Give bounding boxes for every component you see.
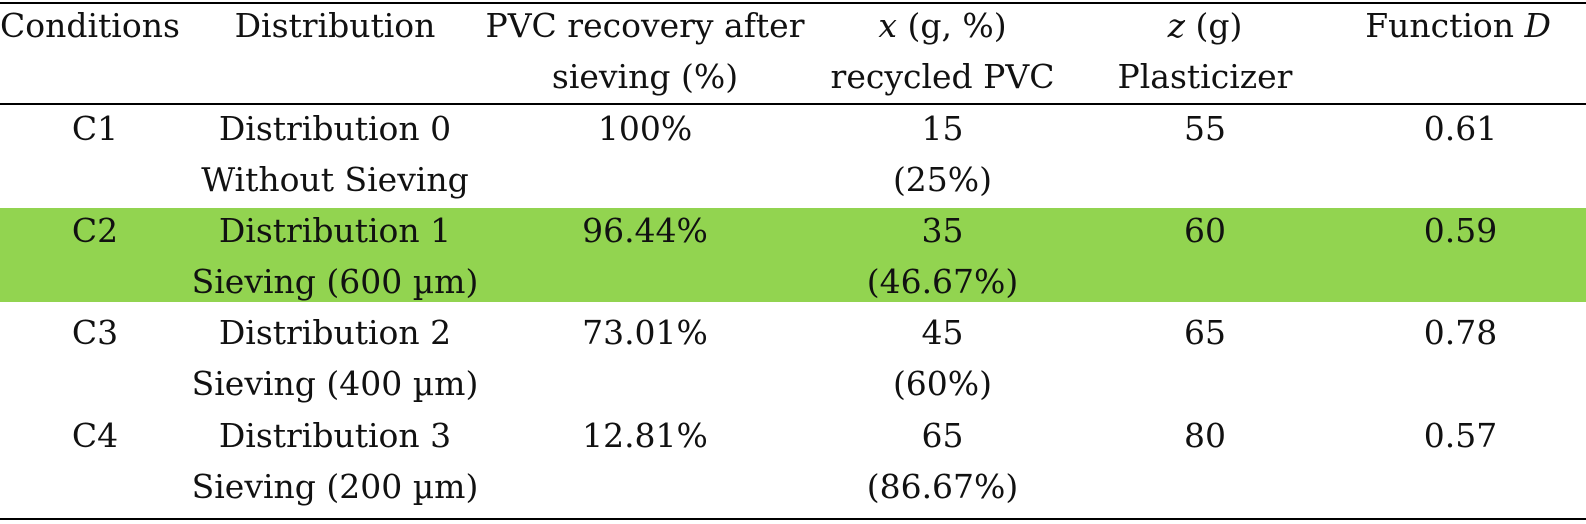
table-row-cell-d: 0.78 — [1335, 307, 1586, 358]
header-z-symbol: z — [1167, 6, 1185, 45]
header-x-line2: recycled PVC — [830, 57, 1055, 96]
distribution-line1: Distribution 3 — [218, 416, 452, 455]
header-function-text: Function — [1365, 6, 1525, 45]
header-x-rest: (g, %) — [896, 6, 1007, 45]
header-z-line1: z (g) — [1075, 0, 1335, 51]
d-value: 0.59 — [1423, 211, 1498, 250]
bottom-rule — [0, 518, 1586, 520]
header-z-rest: (g) — [1185, 6, 1243, 45]
x-value: 15 — [921, 109, 964, 148]
table-row-cell-d: 0.59 — [1335, 205, 1586, 256]
distribution-line2: Sieving (400 µm) — [191, 364, 479, 403]
table-row-cell-distribution: Distribution 2 Sieving (400 µm) — [190, 307, 480, 409]
header-conditions-text: Conditions — [0, 6, 180, 45]
header-x: x (g, %) recycled PVC — [810, 0, 1075, 102]
table-row-cell-condition: C3 — [0, 307, 190, 358]
condition-value: C1 — [71, 109, 119, 148]
table-row-cell-pvc: 100% — [480, 103, 810, 154]
pvc-value: 73.01% — [582, 313, 708, 352]
x-percent: (25%) — [892, 160, 993, 199]
header-function-symbol: D — [1524, 6, 1551, 45]
header-function-d: Function D — [1335, 0, 1551, 51]
condition-value: C4 — [71, 416, 119, 455]
z-value: 80 — [1184, 416, 1226, 455]
x-value: 35 — [921, 211, 964, 250]
x-percent: (86.67%) — [866, 467, 1019, 506]
header-pvc-line2: sieving (%) — [551, 57, 739, 96]
d-value: 0.61 — [1423, 109, 1498, 148]
header-x-symbol: x — [878, 6, 897, 45]
header-distribution: Distribution — [190, 0, 480, 51]
table-row-cell-d: 0.57 — [1335, 410, 1586, 461]
distribution-line2: Sieving (200 µm) — [191, 467, 479, 506]
distribution-line1: Distribution 1 — [218, 211, 452, 250]
distribution-line1: Distribution 0 — [218, 109, 452, 148]
table-row-cell-distribution: Distribution 3 Sieving (200 µm) — [190, 410, 480, 512]
z-value: 65 — [1184, 313, 1226, 352]
table-row-cell-condition: C4 — [0, 410, 190, 461]
condition-value: C2 — [71, 211, 119, 250]
table-row-cell-pvc: 12.81% — [480, 410, 810, 461]
header-rule — [0, 103, 1586, 105]
pvc-value: 12.81% — [582, 416, 708, 455]
table-row-cell-z: 55 — [1075, 103, 1335, 154]
x-value: 45 — [921, 313, 964, 352]
table-row-cell-distribution: Distribution 1 Sieving (600 µm) — [190, 205, 480, 307]
table-row-cell-x: 65 (86.67%) — [810, 410, 1075, 512]
pvc-value: 100% — [597, 109, 693, 148]
table-row-cell-pvc: 96.44% — [480, 205, 810, 256]
x-percent: (46.67%) — [866, 262, 1019, 301]
top-rule — [0, 2, 1586, 4]
table-row-cell-x: 35 (46.67%) — [810, 205, 1075, 307]
table-row-cell-pvc: 73.01% — [480, 307, 810, 358]
distribution-line1: Distribution 2 — [218, 313, 452, 352]
pvc-value: 96.44% — [582, 211, 708, 250]
table-row-cell-condition: C2 — [0, 205, 190, 256]
x-percent: (60%) — [892, 364, 993, 403]
x-value: 65 — [921, 416, 964, 455]
header-distribution-text: Distribution — [234, 6, 436, 45]
table-row-cell-z: 80 — [1075, 410, 1335, 461]
table-row-cell-x: 15 (25%) — [810, 103, 1075, 205]
z-value: 55 — [1184, 109, 1226, 148]
header-pvc-line1: PVC recovery after — [485, 6, 805, 45]
table-row-cell-d: 0.61 — [1335, 103, 1586, 154]
distribution-line2: Sieving (600 µm) — [191, 262, 479, 301]
table-row-cell-condition: C1 — [0, 103, 190, 154]
header-x-line1: x (g, %) — [810, 0, 1075, 51]
d-value: 0.78 — [1423, 313, 1498, 352]
header-z-line2: Plasticizer — [1117, 57, 1293, 96]
table-row-cell-z: 65 — [1075, 307, 1335, 358]
table-row-cell-distribution: Distribution 0 Without Sieving — [190, 103, 480, 205]
z-value: 60 — [1184, 211, 1226, 250]
highlighted-row-background — [0, 208, 1586, 302]
header-function-line: Function D — [1335, 0, 1551, 51]
header-pvc-recovery: PVC recovery after sieving (%) — [480, 0, 810, 102]
condition-value: C3 — [71, 313, 119, 352]
d-value: 0.57 — [1423, 416, 1498, 455]
header-conditions: Conditions — [0, 0, 190, 51]
header-z: z (g) Plasticizer — [1075, 0, 1335, 102]
table-row-cell-z: 60 — [1075, 205, 1335, 256]
distribution-line2: Without Sieving — [201, 160, 469, 199]
table-row-cell-x: 45 (60%) — [810, 307, 1075, 409]
